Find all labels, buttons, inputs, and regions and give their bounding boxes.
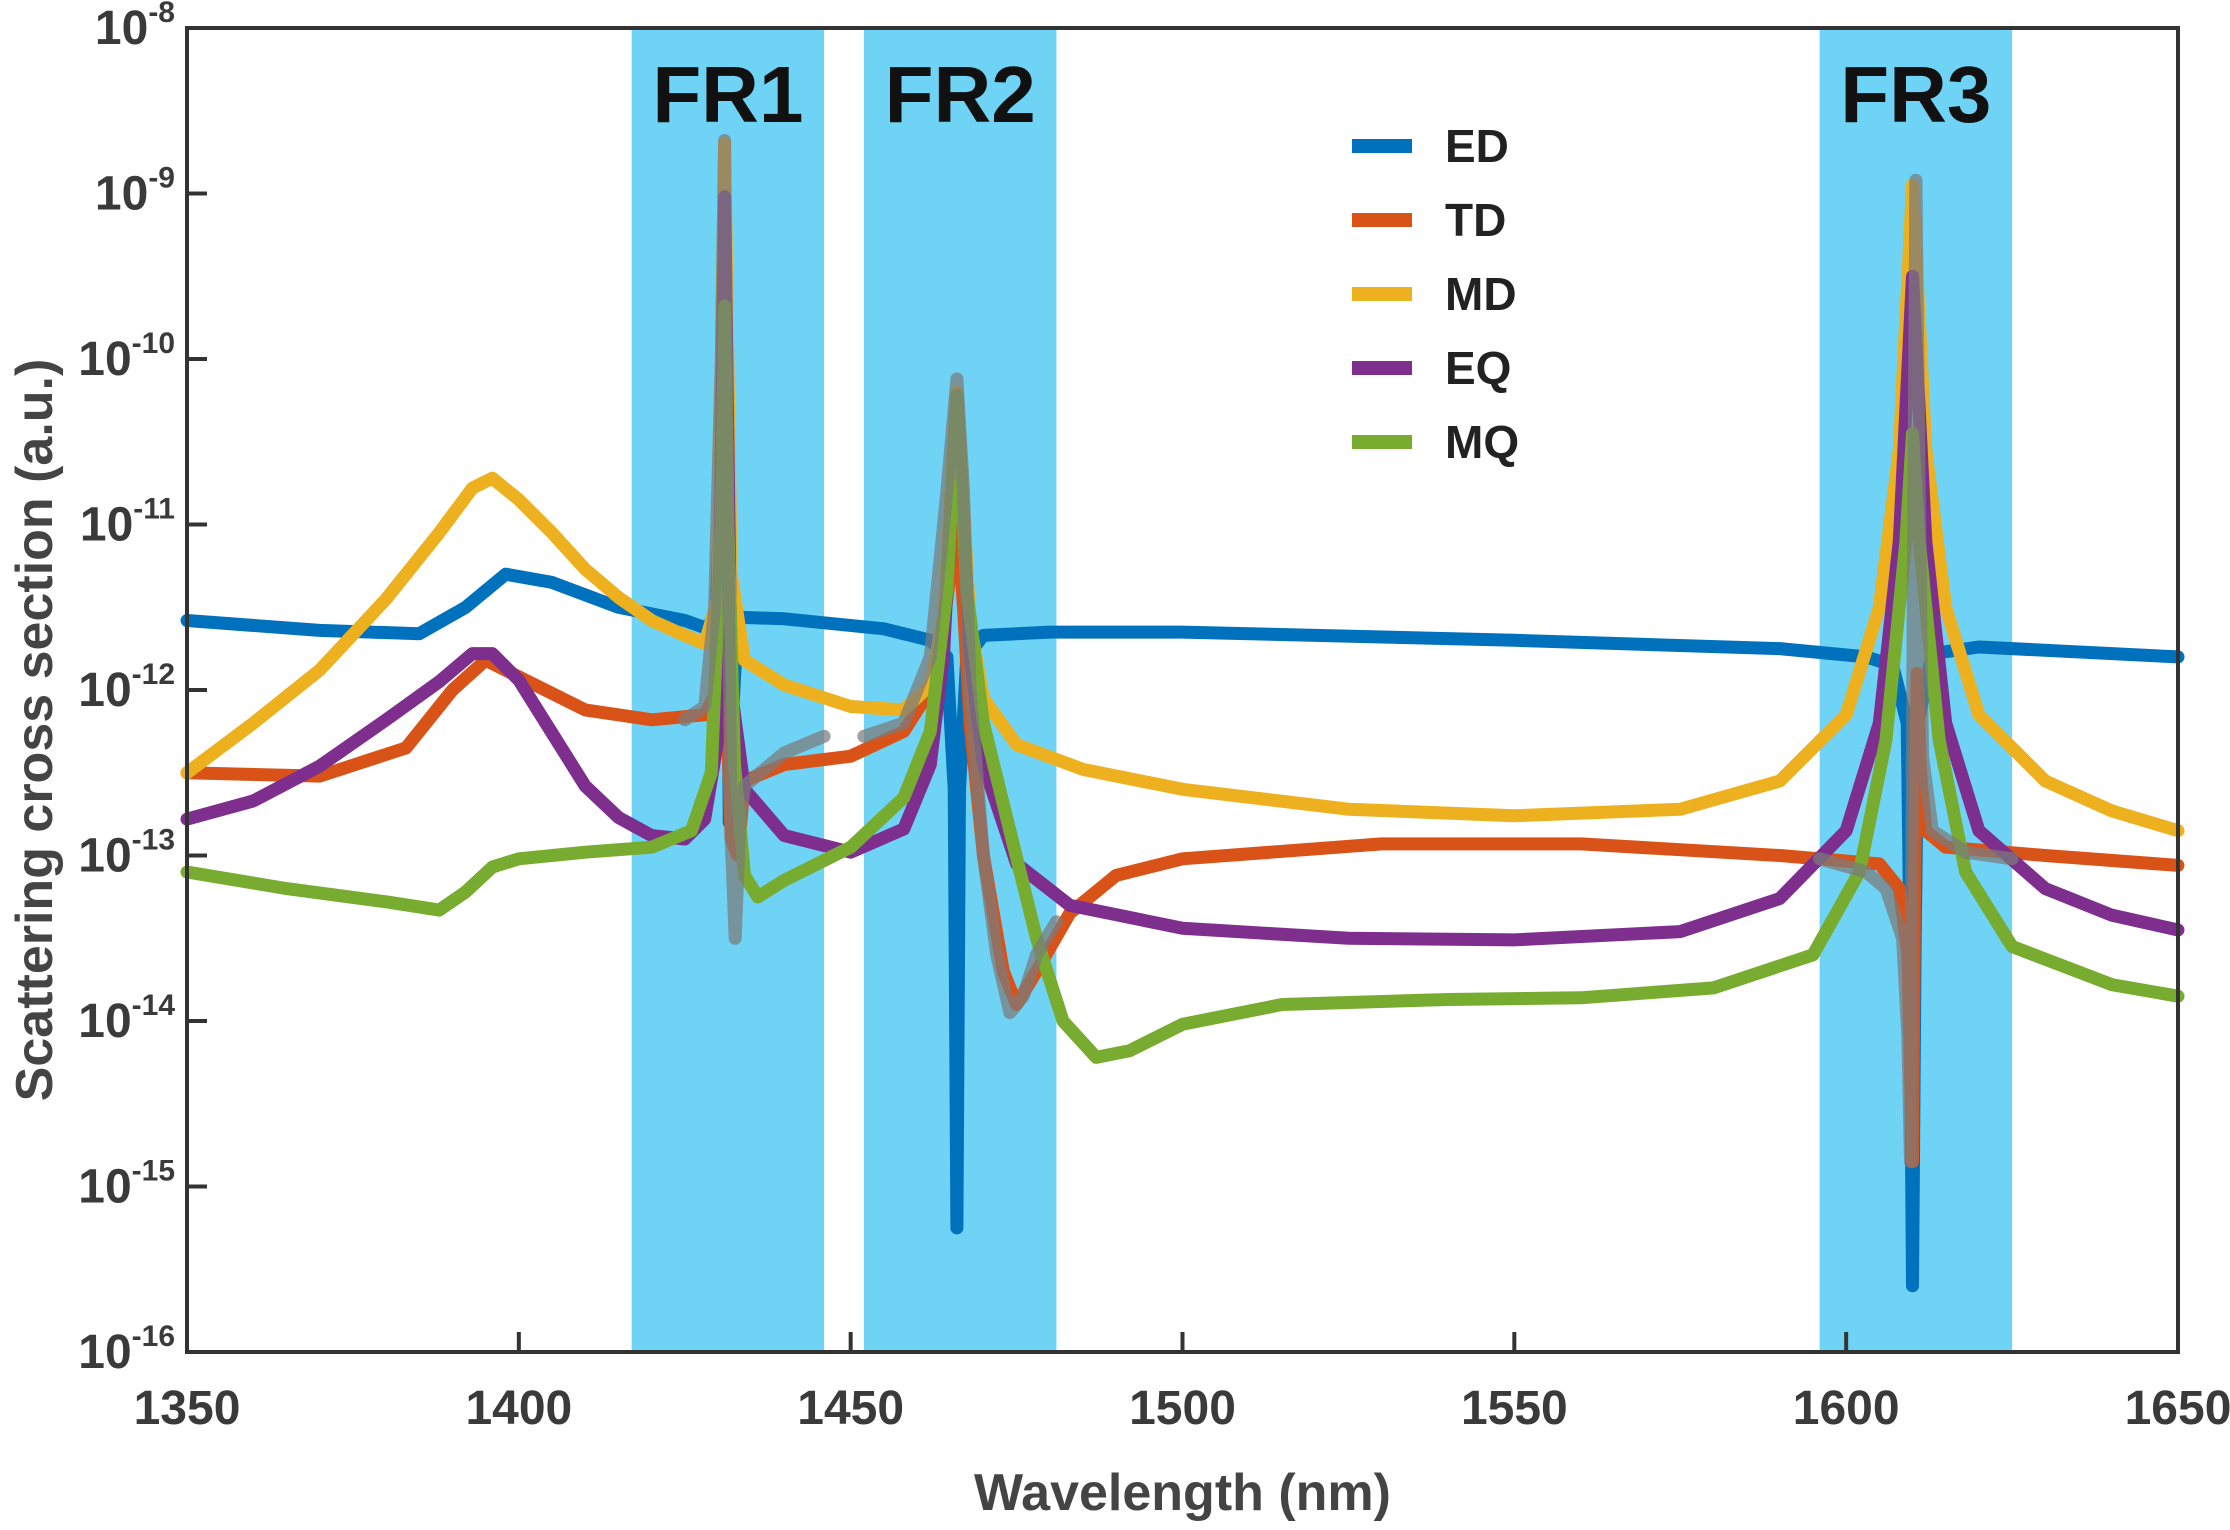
legend-label-eq: EQ	[1445, 342, 1511, 394]
y-axis-label: Scattering cross section (a.u.)	[6, 359, 64, 1102]
x-tick-label: 1550	[1461, 1382, 1568, 1435]
y-tick-exponent: -10	[132, 327, 175, 360]
y-tick-base: 10	[80, 499, 133, 552]
y-tick-exponent: -14	[132, 989, 176, 1022]
y-tick-base: 10	[78, 830, 131, 883]
y-tick-base: 10	[78, 333, 131, 386]
x-tick-label: 1650	[2125, 1382, 2230, 1435]
series-line-resonance-overlay-5	[678, 134, 831, 945]
x-tick-label: 1450	[797, 1382, 904, 1435]
y-tick-exponent: -12	[132, 658, 175, 691]
y-tick-label: 10-15	[78, 1155, 175, 1214]
series-line-resonance-overlay-6	[857, 372, 1063, 1020]
y-tick-label: 10-8	[95, 0, 175, 55]
legend-label-md: MD	[1445, 268, 1517, 320]
x-axis-label: Wavelength (nm)	[974, 1464, 1391, 1522]
x-tick-label: 1400	[465, 1382, 572, 1435]
y-tick-label: 10-13	[78, 824, 175, 883]
y-tick-base: 10	[78, 1161, 131, 1214]
y-tick-base: 10	[95, 168, 148, 221]
tick-group: 1350 1400 1450 1500 1550 1600 165010-810-910-1…	[78, 0, 2230, 1435]
y-tick-exponent: -11	[133, 493, 175, 526]
band-label-fr3: FR3	[1840, 50, 1991, 139]
y-tick-label: 10-10	[78, 327, 175, 386]
y-tick-base: 10	[78, 1326, 131, 1379]
y-tick-label: 10-9	[95, 162, 175, 221]
y-tick-exponent: -15	[132, 1155, 175, 1188]
legend-label-td: TD	[1445, 194, 1506, 246]
legend-label-ed: ED	[1445, 120, 1509, 172]
y-tick-base: 10	[78, 664, 131, 717]
y-tick-exponent: -8	[148, 0, 175, 29]
band-label-fr1: FR1	[652, 50, 803, 139]
y-tick-label: 10-12	[78, 658, 175, 717]
legend: ED TD MD EQ MQ	[1352, 120, 1519, 468]
y-tick-label: 10-14	[78, 989, 175, 1048]
y-tick-label: 10-16	[78, 1320, 175, 1379]
y-tick-exponent: -13	[132, 824, 175, 857]
band-label-fr2: FR2	[885, 50, 1036, 139]
x-tick-label: 1350	[134, 1382, 241, 1435]
series-line-resonance-overlay-7	[1813, 173, 2019, 1169]
legend-label-mq: MQ	[1445, 416, 1519, 468]
y-tick-exponent: -9	[148, 162, 175, 195]
band-label-group: FR1 FR2 FR3	[652, 50, 1991, 139]
y-tick-label: 10-11	[80, 493, 175, 552]
x-tick-label: 1600	[1793, 1382, 1900, 1435]
x-tick-label: 1500	[1129, 1382, 1236, 1435]
y-tick-base: 10	[95, 2, 148, 55]
series-group	[180, 134, 2185, 1293]
y-tick-exponent: -16	[132, 1320, 175, 1353]
y-tick-base: 10	[78, 995, 131, 1048]
